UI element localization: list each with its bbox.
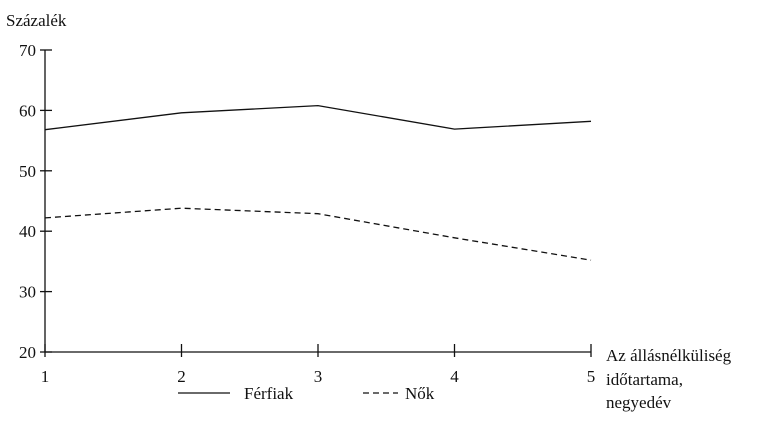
x-tick-label: 3 [314, 367, 323, 386]
y-axis-title: Százalék [6, 11, 67, 30]
x-tick-label: 2 [177, 367, 186, 386]
legend-label-ferfiak: Férfiak [244, 384, 294, 403]
legend: Férfiak Nők [178, 384, 435, 403]
y-tick-label: 50 [19, 162, 36, 181]
legend-label-nok: Nők [405, 384, 435, 403]
y-tick-label: 30 [19, 283, 36, 302]
x-axis-title-line-2: időtartama, [606, 370, 683, 389]
x-tick-label: 1 [41, 367, 50, 386]
x-axis-title-line-1: Az állásnélküliség [606, 346, 732, 365]
y-tick-label: 70 [19, 41, 36, 60]
series-line-ferfiak [44, 104, 592, 131]
x-ticks: 1 2 3 4 5 [41, 344, 596, 386]
y-tick-label: 40 [19, 222, 36, 241]
series-line-nok [44, 207, 592, 261]
x-axis-title: Az állásnélküliség időtartama, negyedév [606, 346, 735, 412]
y-tick-label: 60 [19, 101, 36, 120]
x-tick-label: 4 [450, 367, 459, 386]
x-axis-title-line-3: negyedév [606, 393, 672, 412]
x-tick-label: 5 [587, 367, 596, 386]
y-ticks: 20 30 40 50 60 70 [19, 41, 52, 362]
y-tick-label: 20 [19, 343, 36, 362]
series-group [44, 104, 592, 261]
